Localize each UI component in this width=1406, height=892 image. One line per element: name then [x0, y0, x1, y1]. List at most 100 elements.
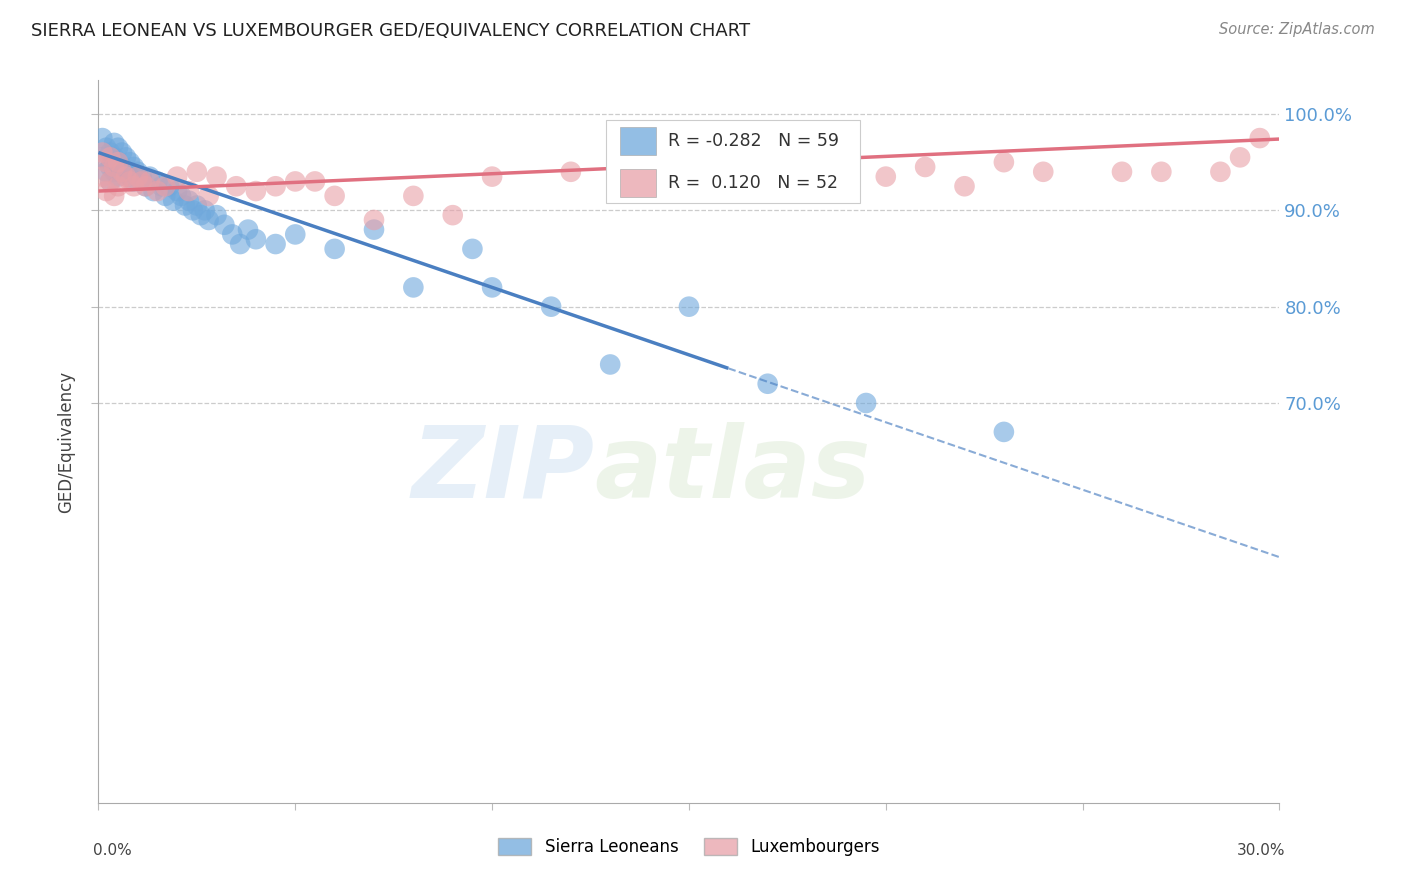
Point [91, 150, 114, 164]
Point [441, 208, 464, 222]
Point [177, 184, 200, 198]
Point [186, 198, 208, 212]
Text: Source: ZipAtlas.com: Source: ZipAtlas.com [1219, 22, 1375, 37]
Point [111, 145, 134, 160]
Point [122, 160, 145, 174]
Point [96, 155, 118, 169]
Point [1032, 165, 1054, 179]
Point [98, 150, 121, 164]
Point [1229, 150, 1251, 164]
Point [91, 169, 114, 184]
Point [197, 189, 219, 203]
Point [363, 222, 385, 236]
Point [560, 165, 582, 179]
Point [146, 184, 169, 198]
Legend: Sierra Leoneans, Luxembourgers: Sierra Leoneans, Luxembourgers [492, 831, 886, 863]
Point [284, 227, 307, 242]
Text: 0.0%: 0.0% [93, 843, 131, 857]
Point [122, 179, 145, 194]
Point [756, 376, 779, 391]
Point [875, 169, 897, 184]
Point [107, 179, 129, 194]
Point [98, 174, 121, 188]
Point [103, 136, 125, 150]
Point [118, 169, 141, 184]
Point [162, 194, 184, 208]
Point [103, 165, 125, 179]
Point [264, 237, 287, 252]
Point [131, 169, 153, 184]
Point [103, 160, 125, 174]
Point [166, 169, 188, 184]
Point [323, 242, 346, 256]
Text: ZIP: ZIP [412, 422, 595, 519]
Point [678, 165, 700, 179]
Point [91, 131, 114, 145]
Point [107, 141, 129, 155]
Point [138, 174, 160, 188]
Point [131, 174, 153, 188]
Point [323, 189, 346, 203]
Point [678, 300, 700, 314]
Point [953, 179, 976, 194]
Point [107, 155, 129, 169]
Point [103, 150, 125, 164]
Point [118, 155, 141, 169]
Point [481, 169, 503, 184]
Point [229, 237, 252, 252]
Text: 30.0%: 30.0% [1237, 843, 1285, 857]
FancyBboxPatch shape [606, 120, 860, 203]
Text: atlas: atlas [595, 422, 870, 519]
Point [481, 280, 503, 294]
Text: R =  0.120   N = 52: R = 0.120 N = 52 [668, 174, 838, 192]
Text: R = -0.282   N = 59: R = -0.282 N = 59 [668, 132, 839, 150]
Point [756, 169, 779, 184]
Point [115, 169, 138, 184]
Point [111, 160, 134, 174]
Point [181, 203, 204, 218]
Point [155, 189, 177, 203]
Point [107, 155, 129, 169]
Point [993, 155, 1015, 169]
Point [155, 179, 177, 194]
Point [96, 184, 118, 198]
Point [174, 198, 197, 212]
Point [402, 189, 425, 203]
Point [1111, 165, 1133, 179]
FancyBboxPatch shape [620, 128, 655, 154]
Point [186, 165, 208, 179]
Point [225, 179, 247, 194]
Point [264, 179, 287, 194]
Point [205, 169, 228, 184]
Point [127, 169, 149, 184]
Point [599, 358, 621, 372]
Point [197, 213, 219, 227]
Point [127, 165, 149, 179]
Point [111, 165, 134, 179]
FancyBboxPatch shape [620, 169, 655, 196]
Point [540, 300, 562, 314]
Point [221, 227, 243, 242]
Point [304, 174, 326, 188]
Point [146, 174, 169, 188]
Point [122, 174, 145, 188]
Point [461, 242, 484, 256]
Point [1209, 165, 1232, 179]
Point [214, 218, 236, 232]
Point [284, 174, 307, 188]
Point [236, 222, 259, 236]
Point [1249, 131, 1271, 145]
Point [96, 165, 118, 179]
Point [98, 160, 121, 174]
Point [170, 189, 193, 203]
Text: SIERRA LEONEAN VS LUXEMBOURGER GED/EQUIVALENCY CORRELATION CHART: SIERRA LEONEAN VS LUXEMBOURGER GED/EQUIV… [31, 22, 749, 40]
Point [363, 213, 385, 227]
Point [1150, 165, 1173, 179]
Point [98, 174, 121, 188]
Point [855, 396, 877, 410]
Point [157, 179, 180, 194]
Point [135, 179, 157, 194]
Point [177, 194, 200, 208]
Point [914, 160, 936, 174]
Point [638, 174, 661, 188]
